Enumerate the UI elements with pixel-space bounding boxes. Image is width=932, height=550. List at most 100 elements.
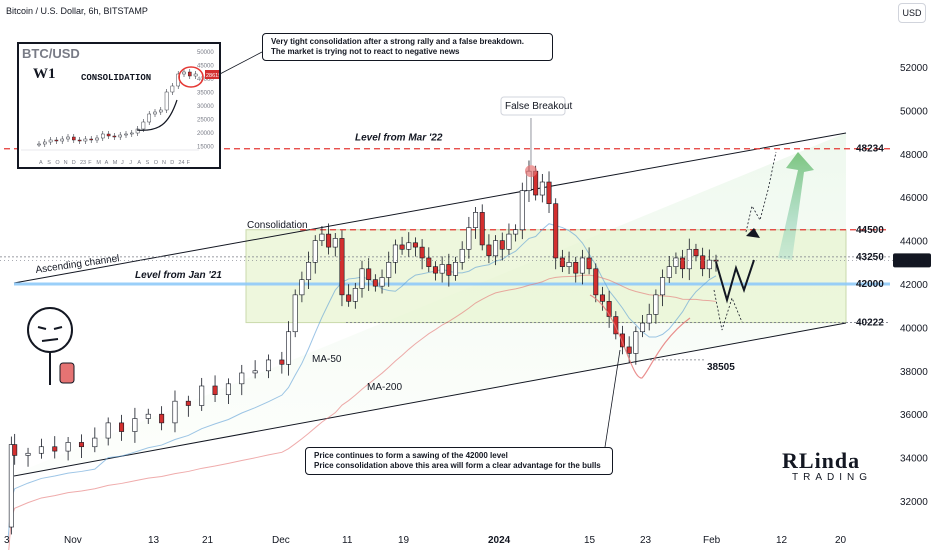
candle: [159, 406, 165, 431]
projected-arrowhead: [746, 228, 760, 238]
decorative-curve: [589, 294, 691, 379]
inset-candle: [193, 73, 198, 77]
inset-y-tick-45000: 45000: [197, 64, 214, 70]
price-label-44500: 44500: [856, 225, 884, 236]
candle-body: [326, 233, 332, 248]
candle-body: [432, 266, 438, 274]
ma-200-label: MA-200: [367, 382, 402, 393]
candle: [92, 427, 98, 453]
candle-body: [579, 257, 585, 274]
candle-body: [292, 294, 298, 333]
price-label-48234: 48234: [856, 144, 884, 155]
note-bottom-line-2: Price consolidation above this area will…: [314, 461, 601, 470]
price-label-40222: 40222: [856, 318, 884, 329]
brand-initial: R: [782, 448, 799, 473]
inset-x-tick: A: [137, 160, 141, 166]
candle-body: [52, 446, 58, 452]
candle-body: [546, 181, 552, 205]
candle: [105, 417, 111, 446]
x-tick-13: 13: [148, 535, 160, 546]
face-eye-right: [53, 326, 63, 330]
candle: [199, 377, 205, 411]
candle-body: [660, 277, 666, 296]
face-head: [27, 307, 73, 353]
candle: [459, 241, 465, 270]
current-price-label: 43091: [899, 256, 927, 267]
candle-body: [519, 190, 525, 231]
inset-circle: [178, 66, 204, 88]
candle-body: [473, 212, 479, 228]
y-tick-32000: 32000: [900, 497, 928, 508]
candle-body: [559, 257, 565, 267]
top-note-pointer: [217, 51, 263, 76]
inset-x-tick: O: [55, 160, 60, 166]
candle: [479, 204, 485, 251]
inset-x-tick: S: [146, 160, 150, 166]
inset-candle: [106, 133, 111, 137]
candle-body: [339, 238, 345, 296]
x-tick-2024: 2024: [488, 535, 511, 546]
candle-body: [666, 266, 672, 278]
candle: [633, 326, 639, 365]
inset-arrow: [136, 99, 178, 131]
candle-body: [199, 385, 205, 406]
projected-path: [715, 259, 755, 304]
candle: [680, 249, 686, 279]
false-breakout-box: [500, 96, 566, 116]
ma-200-line: [8, 274, 717, 550]
candle: [700, 247, 706, 277]
inset-candle: [89, 138, 93, 141]
candle: [559, 249, 565, 273]
inset-candle: [164, 91, 169, 111]
candle: [212, 375, 218, 403]
y-tick-50000: 50000: [900, 106, 928, 117]
candle-body: [419, 246, 425, 259]
candle-body: [673, 257, 679, 267]
candle-body: [172, 400, 178, 424]
candle-body: [599, 294, 605, 302]
y-tick-44000: 44000: [900, 237, 928, 248]
candle-body: [12, 444, 18, 456]
candle: [539, 173, 545, 203]
inset-current-label: 28615: [206, 73, 219, 79]
candle-body: [399, 244, 405, 250]
inset-candle: [43, 141, 47, 145]
candle: [473, 206, 479, 239]
alt-path-upper: [745, 151, 777, 233]
candle-body: [332, 238, 338, 248]
candle: [25, 447, 31, 467]
candle: [613, 311, 619, 340]
candle: [439, 256, 445, 283]
candle-body: [439, 264, 445, 274]
y-tick-36000: 36000: [900, 410, 928, 421]
candle-body: [312, 240, 318, 263]
candle: [426, 247, 432, 273]
candle-body: [25, 452, 31, 456]
candle-body: [486, 244, 492, 257]
candle: [145, 408, 151, 424]
candle: [579, 249, 585, 285]
candle: [546, 171, 552, 214]
x-tick-23: 23: [640, 535, 652, 546]
false-breakout-label: False Breakout: [505, 101, 572, 112]
candle: [706, 249, 712, 279]
candle-body: [506, 233, 512, 250]
inset-x-tick: O: [154, 160, 159, 166]
candle-body: [706, 259, 712, 270]
candle: [686, 238, 692, 281]
note-top: Very tight consolidation after a strong …: [262, 33, 553, 61]
candle-body: [619, 333, 625, 348]
inset-x-tick: M: [113, 160, 118, 166]
candle: [292, 289, 298, 338]
candle-body: [145, 413, 151, 419]
y-tick-40000: 40000: [900, 323, 928, 334]
y-tick-52000: 52000: [900, 63, 928, 74]
y-tick-48000: 48000: [900, 150, 928, 161]
candle-body: [92, 437, 98, 448]
inset-x-tick: A: [105, 160, 109, 166]
y-tick-34000: 34000: [900, 454, 928, 465]
candle-body: [386, 261, 392, 278]
candle: [553, 198, 559, 270]
currency-button[interactable]: USD: [898, 3, 926, 23]
